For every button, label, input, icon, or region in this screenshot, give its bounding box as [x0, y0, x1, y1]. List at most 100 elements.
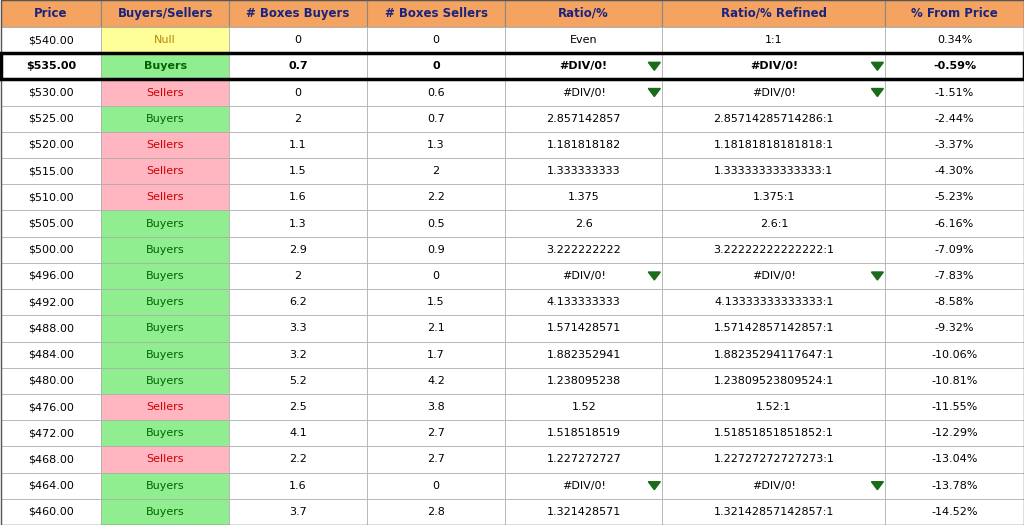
Text: 1.52:1: 1.52:1 [756, 402, 792, 412]
Bar [886, 53, 1024, 79]
Bar [367, 316, 505, 342]
Text: 1.1: 1.1 [289, 140, 307, 150]
Bar [663, 27, 886, 53]
Polygon shape [648, 481, 660, 490]
Text: 3.222222222: 3.222222222 [547, 245, 622, 255]
Text: 2.857142857: 2.857142857 [547, 114, 621, 124]
Bar [663, 263, 886, 289]
Bar [367, 53, 505, 79]
Text: 4.133333333: 4.133333333 [547, 297, 621, 307]
Bar [663, 472, 886, 499]
Text: 1.51851851851852:1: 1.51851851851852:1 [714, 428, 834, 438]
Polygon shape [871, 272, 884, 280]
Bar [505, 472, 663, 499]
Bar [0, 394, 101, 420]
Text: 2.2: 2.2 [427, 192, 445, 202]
Bar [229, 263, 367, 289]
Bar [0, 368, 101, 394]
Text: -4.30%: -4.30% [935, 166, 974, 176]
Text: 1.22727272727273:1: 1.22727272727273:1 [714, 455, 835, 465]
Text: 0: 0 [295, 35, 301, 45]
Text: 2.6:1: 2.6:1 [760, 218, 788, 228]
Text: 1.18181818181818:1: 1.18181818181818:1 [714, 140, 834, 150]
Text: 1.32142857142857:1: 1.32142857142857:1 [714, 507, 834, 517]
Bar [505, 237, 663, 263]
Text: 1.5: 1.5 [289, 166, 307, 176]
Text: 0: 0 [295, 88, 301, 98]
Bar [101, 79, 229, 106]
Bar [101, 211, 229, 237]
Text: Buyers: Buyers [145, 350, 184, 360]
Text: Buyers: Buyers [145, 245, 184, 255]
Bar [505, 316, 663, 342]
Text: -7.83%: -7.83% [935, 271, 974, 281]
Bar [886, 132, 1024, 158]
Bar [101, 342, 229, 368]
Bar [0, 446, 101, 472]
Bar [505, 499, 663, 525]
Bar [505, 420, 663, 446]
Text: -11.55%: -11.55% [931, 402, 978, 412]
Bar [229, 446, 367, 472]
Text: -7.09%: -7.09% [935, 245, 974, 255]
Text: 2: 2 [294, 114, 301, 124]
Bar [505, 446, 663, 472]
Text: $515.00: $515.00 [28, 166, 74, 176]
Text: -13.04%: -13.04% [931, 455, 978, 465]
Bar [663, 211, 886, 237]
Text: #DIV/0!: #DIV/0! [562, 88, 605, 98]
Bar [101, 368, 229, 394]
Bar [229, 289, 367, 316]
Text: 3.8: 3.8 [427, 402, 444, 412]
Text: 0: 0 [432, 271, 439, 281]
Text: 1.375: 1.375 [568, 192, 600, 202]
Text: 2.2: 2.2 [289, 455, 307, 465]
Bar [229, 499, 367, 525]
Text: 1.6: 1.6 [289, 481, 307, 491]
Bar [505, 289, 663, 316]
Text: 1.227272727: 1.227272727 [547, 455, 622, 465]
Text: 3.7: 3.7 [289, 507, 307, 517]
Bar [0, 472, 101, 499]
Text: Buyers: Buyers [145, 218, 184, 228]
Bar [0, 420, 101, 446]
Bar [0, 237, 101, 263]
Bar [0, 316, 101, 342]
Bar [886, 499, 1024, 525]
Bar [101, 132, 229, 158]
Bar [0, 106, 101, 132]
Bar [663, 342, 886, 368]
Text: #DIV/0!: #DIV/0! [750, 61, 798, 71]
Bar [505, 0, 663, 27]
Bar [886, 394, 1024, 420]
Text: $460.00: $460.00 [28, 507, 74, 517]
Bar [505, 79, 663, 106]
Bar [663, 394, 886, 420]
Text: -10.06%: -10.06% [931, 350, 978, 360]
Bar [663, 132, 886, 158]
Bar [229, 184, 367, 211]
Bar [0, 211, 101, 237]
Bar [663, 316, 886, 342]
Bar [505, 132, 663, 158]
Bar [663, 158, 886, 184]
Bar [229, 158, 367, 184]
Text: 6.2: 6.2 [289, 297, 307, 307]
Bar [229, 79, 367, 106]
Bar [886, 368, 1024, 394]
Text: -5.23%: -5.23% [935, 192, 974, 202]
Bar [101, 237, 229, 263]
Text: -8.58%: -8.58% [935, 297, 974, 307]
Text: 1.181818182: 1.181818182 [547, 140, 621, 150]
Bar [229, 342, 367, 368]
Bar [505, 368, 663, 394]
Bar [101, 289, 229, 316]
Text: 1.5: 1.5 [427, 297, 444, 307]
Bar [367, 499, 505, 525]
Bar [505, 394, 663, 420]
Text: Null: Null [155, 35, 176, 45]
Bar [101, 446, 229, 472]
Text: -3.37%: -3.37% [935, 140, 974, 150]
Text: 2: 2 [432, 166, 439, 176]
Bar [229, 237, 367, 263]
